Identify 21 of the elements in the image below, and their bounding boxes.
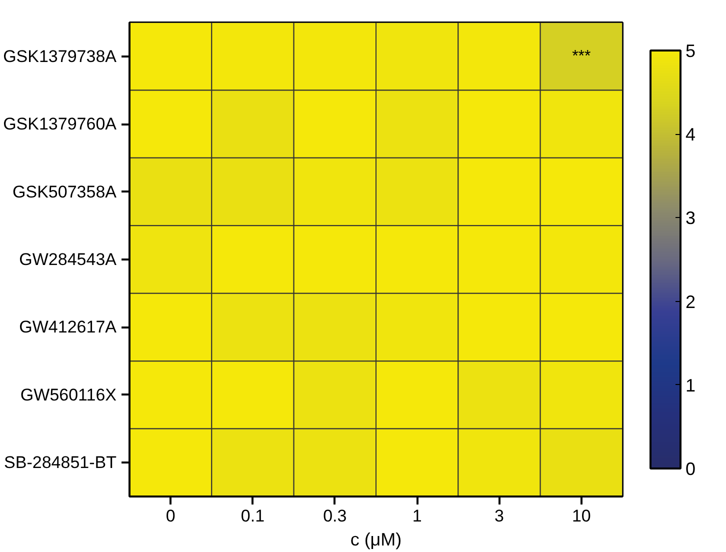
color-bar-label: 0 (686, 459, 696, 479)
x-tick-label: 0 (166, 506, 176, 526)
color-bar-label: 2 (686, 292, 696, 312)
y-tick-label: GW284543A (19, 250, 118, 269)
x-axis-title: c (μM) (350, 530, 402, 550)
y-tick-label: GW560116X (20, 385, 117, 404)
y-tick-label: GSK1379738A (3, 46, 118, 66)
y-tick-label: GSK1379760A (3, 114, 118, 134)
y-tick-label: GSK507358A (12, 182, 118, 202)
y-tick-label: SB-284851-BT (4, 453, 116, 472)
color-bar-label: 5 (686, 41, 696, 61)
x-tick-label: 0.1 (240, 506, 265, 526)
x-tick-label: 3 (494, 506, 504, 526)
color-bar-label: 3 (686, 208, 696, 228)
annotation: *** (572, 48, 591, 65)
color-bar-label: 4 (686, 124, 696, 145)
x-tick-label: 0.3 (323, 506, 347, 526)
color-bar-label: 1 (686, 375, 696, 396)
y-tick-label: GW412617A (19, 318, 118, 337)
x-tick-label: 10 (572, 506, 591, 526)
x-tick-label: 1 (412, 506, 422, 526)
